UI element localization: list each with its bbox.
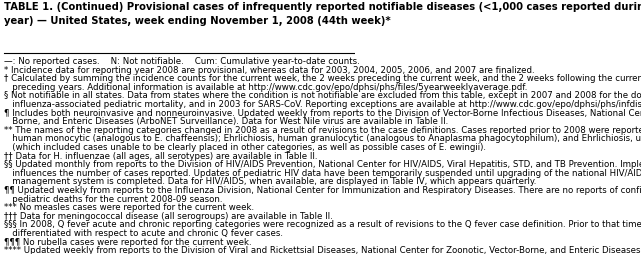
Text: †† Data for H. influenzae (all ages, all serotypes) are available in Table II.: †† Data for H. influenzae (all ages, all… [4, 151, 318, 160]
Text: §§§ In 2008, Q fever acute and chronic reporting categories were recognized as a: §§§ In 2008, Q fever acute and chronic r… [4, 220, 641, 229]
Text: Borne, and Enteric Diseases (ArboNET Surveillance). Data for West Nile virus are: Borne, and Enteric Diseases (ArboNET Sur… [4, 117, 449, 126]
Text: ¶¶ Updated weekly from reports to the Influenza Division, National Center for Im: ¶¶ Updated weekly from reports to the In… [4, 185, 641, 194]
Text: § Not notifiable in all states. Data from states where the condition is not noti: § Not notifiable in all states. Data fro… [4, 91, 641, 100]
Text: ††† Data for meningococcal disease (all serogroups) are available in Table II.: ††† Data for meningococcal disease (all … [4, 211, 333, 220]
Text: §§ Updated monthly from reports to the Division of HIV/AIDS Prevention, National: §§ Updated monthly from reports to the D… [4, 160, 641, 169]
Text: differentiated with respect to acute and chronic Q fever cases.: differentiated with respect to acute and… [4, 228, 283, 237]
Text: TABLE 1. (Continued) Provisional cases of infrequently reported notifiable disea: TABLE 1. (Continued) Provisional cases o… [4, 2, 641, 25]
Text: influenza-associated pediatric mortality, and in 2003 for SARS-CoV. Reporting ex: influenza-associated pediatric mortality… [4, 100, 641, 109]
Text: ¶¶¶ No rubella cases were reported for the current week.: ¶¶¶ No rubella cases were reported for t… [4, 237, 252, 246]
Text: management system is completed. Data for HIV/AIDS, when available, are displayed: management system is completed. Data for… [4, 177, 537, 186]
Text: ¶ Includes both neuroinvasive and nonneuroinvasive. Updated weekly from reports : ¶ Includes both neuroinvasive and nonneu… [4, 108, 641, 117]
Text: *** No measles cases were reported for the current week.: *** No measles cases were reported for t… [4, 202, 254, 211]
Text: † Calculated by summing the incidence counts for the current week, the 2 weeks p: † Calculated by summing the incidence co… [4, 74, 641, 83]
Text: human monocytic (analogous to E. chaffeensis); Ehrlichiosis, human granulocytic : human monocytic (analogous to E. chaffee… [4, 134, 641, 143]
Text: preceding years. Additional information is available at http://www.cdc.gov/epo/d: preceding years. Additional information … [4, 83, 528, 91]
Text: pediatric deaths for the current 2008-09 season.: pediatric deaths for the current 2008-09… [4, 194, 222, 203]
Text: ** The names of the reporting categories changed in 2008 as a result of revision: ** The names of the reporting categories… [4, 125, 641, 134]
Text: —: No reported cases.    N: Not notifiable.    Cum: Cumulative year-to-date coun: —: No reported cases. N: Not notifiable.… [4, 57, 360, 66]
Text: **** Updated weekly from reports to the Division of Viral and Rickettsial Diseas: **** Updated weekly from reports to the … [4, 245, 641, 254]
Text: influences the number of cases reported. Updates of pediatric HIV data have been: influences the number of cases reported.… [4, 168, 641, 177]
Text: * Incidence data for reporting year 2008 are provisional, whereas data for 2003,: * Incidence data for reporting year 2008… [4, 66, 535, 74]
Text: (which included cases unable to be clearly placed in other categories, as well a: (which included cases unable to be clear… [4, 142, 487, 151]
